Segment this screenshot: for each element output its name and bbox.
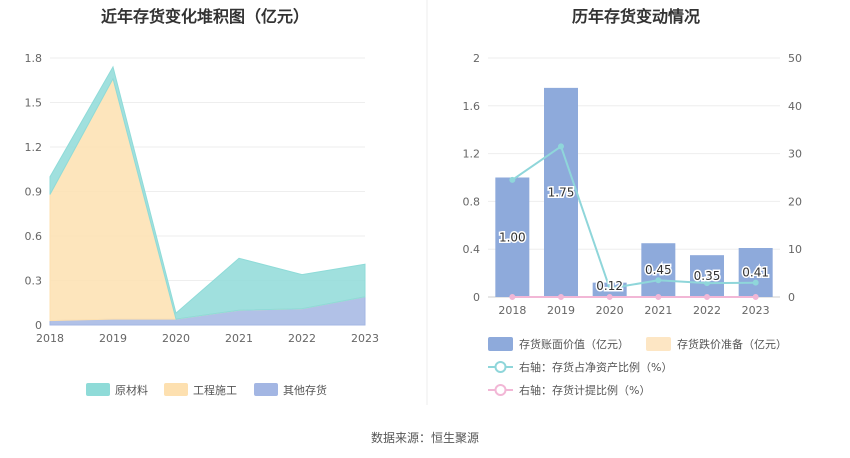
line-point-3 [704,294,710,300]
left-y-tick-label: 1.5 [25,97,43,110]
left-x-tick-label: 2023 [351,332,379,345]
legend-label-book-value: 存货账面价值（亿元） [519,337,629,351]
left-y-tick-label: 0.9 [25,186,43,199]
legend-swatch-impairment [646,337,671,351]
left-x-tick-label: 2018 [36,332,64,345]
left-x-tick-label: 2022 [288,332,316,345]
line-point-3 [509,294,516,300]
line-point-2 [509,176,516,183]
left-y-tick-label: 0.3 [25,275,43,288]
inventory-change-bar-chart: 历年存货变动情况 1.00 1.75 0.12 0.45 0.35 0.41 0 0.4 0.… [463,7,803,397]
line-point-2 [752,279,759,286]
legend-swatch-1 [164,383,188,396]
line-point-3 [558,294,564,300]
line-point-2 [558,143,564,150]
right-y-tick-label: 0.8 [463,195,481,208]
right-y-tick-label: 1.2 [463,148,481,161]
legend-swatch-book-value [488,337,513,351]
data-source-note: 数据来源：恒生聚源 [371,430,479,445]
right-lines [509,143,759,300]
left-y-tick-label: 1.8 [25,52,43,65]
right-x-axis: 2018 2019 2020 2021 2022 2023 [498,304,769,317]
right-y-tick-label: 2 [473,52,480,65]
legend-marker-provision-ratio [494,384,507,396]
line-point-2 [655,277,662,284]
line-point-3 [752,294,759,300]
left-y-tick-label: 1.2 [25,141,43,154]
left-chart-title: 近年存货变化堆积图（亿元） [101,7,309,26]
bar-data-label: 0.45 [645,263,672,277]
bar-data-label: 0.35 [694,269,721,283]
right-y2-tick-label: 0 [788,291,795,304]
legend-marker-net-asset-ratio [494,361,507,373]
legend-label-0: 原材料 [115,383,148,397]
right-x-tick-label: 2021 [644,304,672,317]
left-x-tick-label: 2021 [225,332,253,345]
line-series-2 [511,144,756,290]
right-x-tick-label: 2019 [547,304,575,317]
left-x-tick-label: 2020 [162,332,190,345]
bar-book-value [690,255,724,297]
right-y2-tick-label: 50 [788,52,802,65]
bar-book-value [544,87,578,297]
line-point-2 [606,285,613,292]
line-point-3 [655,294,662,300]
legend-label-net-asset-ratio: 右轴：存货占净资产比例（%） [519,360,672,374]
left-areas [49,65,366,326]
right-x-tick-label: 2023 [742,304,770,317]
right-data-labels: 1.00 1.75 0.12 0.45 0.35 0.41 [497,184,770,295]
right-y2-tick-label: 30 [788,148,802,161]
right-y-axis: 0 0.4 0.8 1.2 1.6 2 [463,52,481,304]
right-bars [495,87,773,297]
left-legend: 原材料 工程施工 其他存货 [86,383,327,397]
bar-data-label: 1.00 [499,230,526,244]
bar-book-value [738,248,773,297]
legend-label-1: 工程施工 [193,384,237,397]
left-y-tick-label: 0.6 [25,230,43,243]
inventory-stacked-area-chart: 近年存货变化堆积图（亿元） 00.30.60.91.21.51.8 2018 20… [25,7,380,397]
right-y-tick-label: 1.6 [463,100,481,113]
right-y2-tick-label: 40 [788,100,802,113]
bar-data-label: 0.12 [596,279,623,293]
line-point-2 [704,280,710,287]
right-grid [488,57,780,298]
right-x-tick-label: 2020 [596,304,624,317]
legend-label-impairment: 存货跌价准备（亿元） [677,337,787,351]
bar-book-value [495,177,530,297]
bar-data-label: 1.75 [548,185,575,199]
legend-label-provision-ratio: 右轴：存货计提比例（%） [519,383,650,397]
right-y-tick-label: 0 [473,291,480,304]
right-x-tick-label: 2018 [498,304,526,317]
left-x-axis: 2018 2019 2020 2021 2022 2023 [36,332,379,345]
left-y-axis: 0 0.3 0.6 0.9 1.2 1.5 1.8 [25,52,43,332]
right-y-tick-label: 0.4 [463,243,481,256]
bar-book-value [641,243,676,297]
legend-swatch-0 [86,383,110,396]
bar-data-label: 0.41 [742,266,769,280]
left-y-tick-label: 0 [35,319,42,332]
right-x-tick-label: 2022 [693,304,721,317]
right-chart-title: 历年存货变动情况 [572,7,700,26]
right-y2-tick-label: 20 [788,195,802,208]
right-y2-tick-label: 10 [788,243,802,256]
area-series-0 [49,65,366,320]
left-x-tick-label: 2019 [99,332,127,345]
legend-swatch-2 [254,383,278,396]
right-legend: 存货账面价值（亿元） 存货跌价准备（亿元） 右轴：存货占净资产比例（%） 右轴：存货计… [488,337,787,397]
legend-label-2: 其他存货 [283,383,327,397]
line-point-3 [606,294,613,300]
right-y2-axis: 0 10 20 30 40 50 [788,52,802,304]
